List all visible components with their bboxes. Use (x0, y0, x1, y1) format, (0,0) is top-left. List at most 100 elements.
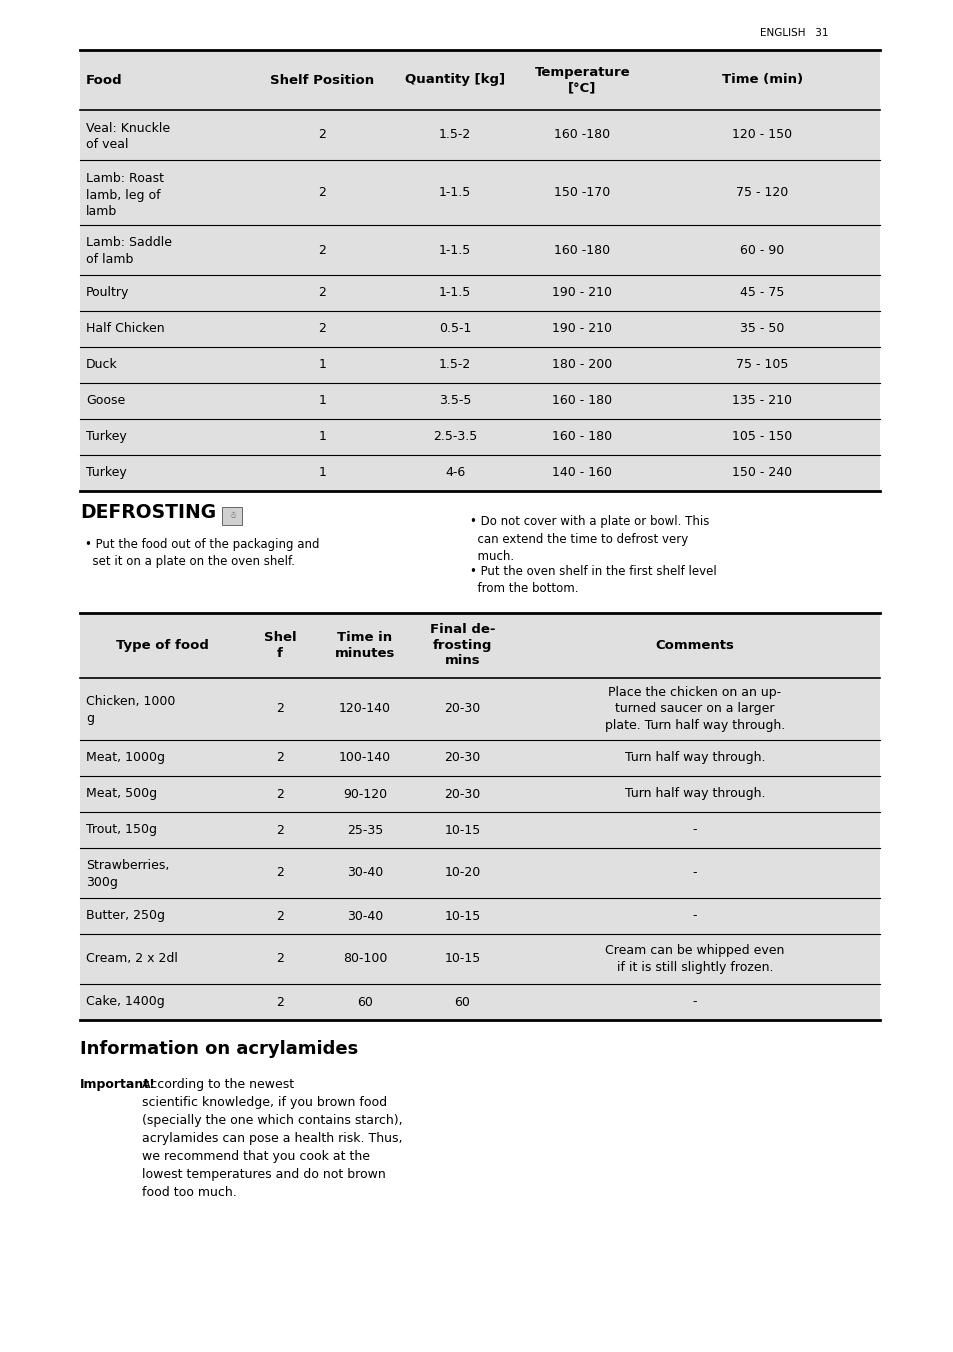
Text: 2: 2 (275, 995, 284, 1009)
Text: Goose: Goose (86, 395, 125, 407)
Text: 30-40: 30-40 (347, 867, 383, 880)
Text: 30-40: 30-40 (347, 910, 383, 922)
Text: • Do not cover with a plate or bowl. This
  can extend the time to defrost very
: • Do not cover with a plate or bowl. Thi… (470, 515, 709, 562)
Bar (80, 984, 879, 1019)
Text: 10-20: 10-20 (444, 867, 480, 880)
Text: 35 - 50: 35 - 50 (740, 323, 784, 335)
Text: 180 - 200: 180 - 200 (552, 358, 612, 372)
Text: 10-15: 10-15 (444, 910, 480, 922)
Text: 20-30: 20-30 (444, 703, 480, 715)
Text: Food: Food (86, 73, 123, 87)
Text: 4-6: 4-6 (444, 466, 465, 480)
Text: Time (min): Time (min) (721, 73, 802, 87)
Text: Cream can be whipped even
if it is still slightly frozen.: Cream can be whipped even if it is still… (604, 944, 784, 973)
Text: 2.5-3.5: 2.5-3.5 (433, 430, 476, 443)
Text: 10-15: 10-15 (444, 953, 480, 965)
Text: Turn half way through.: Turn half way through. (624, 752, 764, 764)
Bar (80, 813, 879, 848)
Text: 45 - 75: 45 - 75 (740, 287, 784, 300)
Text: 2: 2 (318, 243, 326, 257)
Bar (80, 347, 879, 383)
Bar (80, 110, 879, 160)
Text: Duck: Duck (86, 358, 117, 372)
Text: Cake, 1400g: Cake, 1400g (86, 995, 165, 1009)
Text: 105 - 150: 105 - 150 (732, 430, 792, 443)
Text: 75 - 120: 75 - 120 (736, 187, 788, 199)
Bar (80, 740, 879, 776)
Text: 60: 60 (454, 995, 470, 1009)
Text: 25-35: 25-35 (347, 823, 383, 837)
Text: 160 - 180: 160 - 180 (552, 395, 612, 407)
Text: • Put the food out of the packaging and
  set it on a plate on the oven shelf.: • Put the food out of the packaging and … (85, 538, 319, 568)
Text: 2: 2 (275, 787, 284, 800)
Text: Shelf Position: Shelf Position (270, 73, 375, 87)
Bar (80, 383, 879, 419)
Text: 160 - 180: 160 - 180 (552, 430, 612, 443)
Bar (80, 456, 879, 491)
Bar (80, 898, 879, 934)
Text: 20-30: 20-30 (444, 787, 480, 800)
Text: 3.5-5: 3.5-5 (438, 395, 471, 407)
Text: 60 - 90: 60 - 90 (740, 243, 783, 257)
Text: Time in
minutes: Time in minutes (335, 631, 395, 660)
Text: Butter, 250g: Butter, 250g (86, 910, 165, 922)
Text: • Put the oven shelf in the first shelf level
  from the bottom.: • Put the oven shelf in the first shelf … (470, 565, 716, 595)
Text: 75 - 105: 75 - 105 (736, 358, 788, 372)
Text: 2: 2 (318, 128, 326, 142)
Text: Comments: Comments (655, 639, 734, 652)
Text: Turn half way through.: Turn half way through. (624, 787, 764, 800)
Text: 1.5-2: 1.5-2 (438, 358, 471, 372)
Text: 1: 1 (318, 466, 326, 480)
Text: According to the newest
scientific knowledge, if you brown food
(specially the o: According to the newest scientific knowl… (142, 1078, 402, 1199)
Text: Meat, 1000g: Meat, 1000g (86, 752, 165, 764)
Text: 150 -170: 150 -170 (554, 187, 610, 199)
Text: 2: 2 (275, 823, 284, 837)
Text: 10-15: 10-15 (444, 823, 480, 837)
Text: 80-100: 80-100 (342, 953, 387, 965)
Text: -: - (692, 995, 697, 1009)
Text: 1-1.5: 1-1.5 (438, 243, 471, 257)
Text: 135 - 210: 135 - 210 (732, 395, 792, 407)
Text: 2: 2 (318, 187, 326, 199)
Text: Lamb: Roast
lamb, leg of
lamb: Lamb: Roast lamb, leg of lamb (86, 172, 164, 218)
Text: 160 -180: 160 -180 (554, 243, 610, 257)
Bar (80, 160, 879, 224)
Text: Shel
f: Shel f (263, 631, 296, 660)
Bar (80, 311, 879, 347)
Text: 190 - 210: 190 - 210 (552, 287, 612, 300)
Bar (222, 507, 242, 525)
Text: Important!: Important! (80, 1078, 155, 1091)
Text: Lamb: Saddle
of lamb: Lamb: Saddle of lamb (86, 237, 172, 266)
Text: 1: 1 (318, 430, 326, 443)
Text: 2: 2 (275, 953, 284, 965)
Text: Chicken, 1000
g: Chicken, 1000 g (86, 695, 175, 725)
Bar (80, 419, 879, 456)
Text: 0.5-1: 0.5-1 (438, 323, 471, 335)
Bar (80, 934, 879, 984)
Text: Information on acrylamides: Information on acrylamides (80, 1040, 358, 1059)
Bar (80, 612, 879, 677)
Text: 2: 2 (318, 287, 326, 300)
Text: Quantity [kg]: Quantity [kg] (404, 73, 504, 87)
Text: ENGLISH   31: ENGLISH 31 (760, 28, 827, 38)
Text: Type of food: Type of food (116, 639, 209, 652)
Text: 190 - 210: 190 - 210 (552, 323, 612, 335)
Text: 120-140: 120-140 (338, 703, 391, 715)
Text: Poultry: Poultry (86, 287, 130, 299)
Text: DEFROSTING: DEFROSTING (80, 503, 216, 522)
Text: -: - (692, 867, 697, 880)
Text: 2: 2 (318, 323, 326, 335)
Text: 2: 2 (275, 752, 284, 764)
Text: Place the chicken on an up-
turned saucer on a larger
plate. Turn half way throu: Place the chicken on an up- turned sauce… (604, 685, 784, 731)
Text: Trout, 150g: Trout, 150g (86, 823, 157, 837)
Text: Meat, 500g: Meat, 500g (86, 787, 157, 800)
Text: Turkey: Turkey (86, 430, 127, 443)
Text: 1: 1 (318, 358, 326, 372)
Text: Cream, 2 x 2dl: Cream, 2 x 2dl (86, 952, 177, 965)
Text: 2: 2 (275, 867, 284, 880)
Text: 2: 2 (275, 910, 284, 922)
Text: 60: 60 (356, 995, 373, 1009)
Text: -: - (692, 910, 697, 922)
Bar (80, 776, 879, 813)
Text: Final de-
frosting
mins: Final de- frosting mins (429, 623, 495, 668)
